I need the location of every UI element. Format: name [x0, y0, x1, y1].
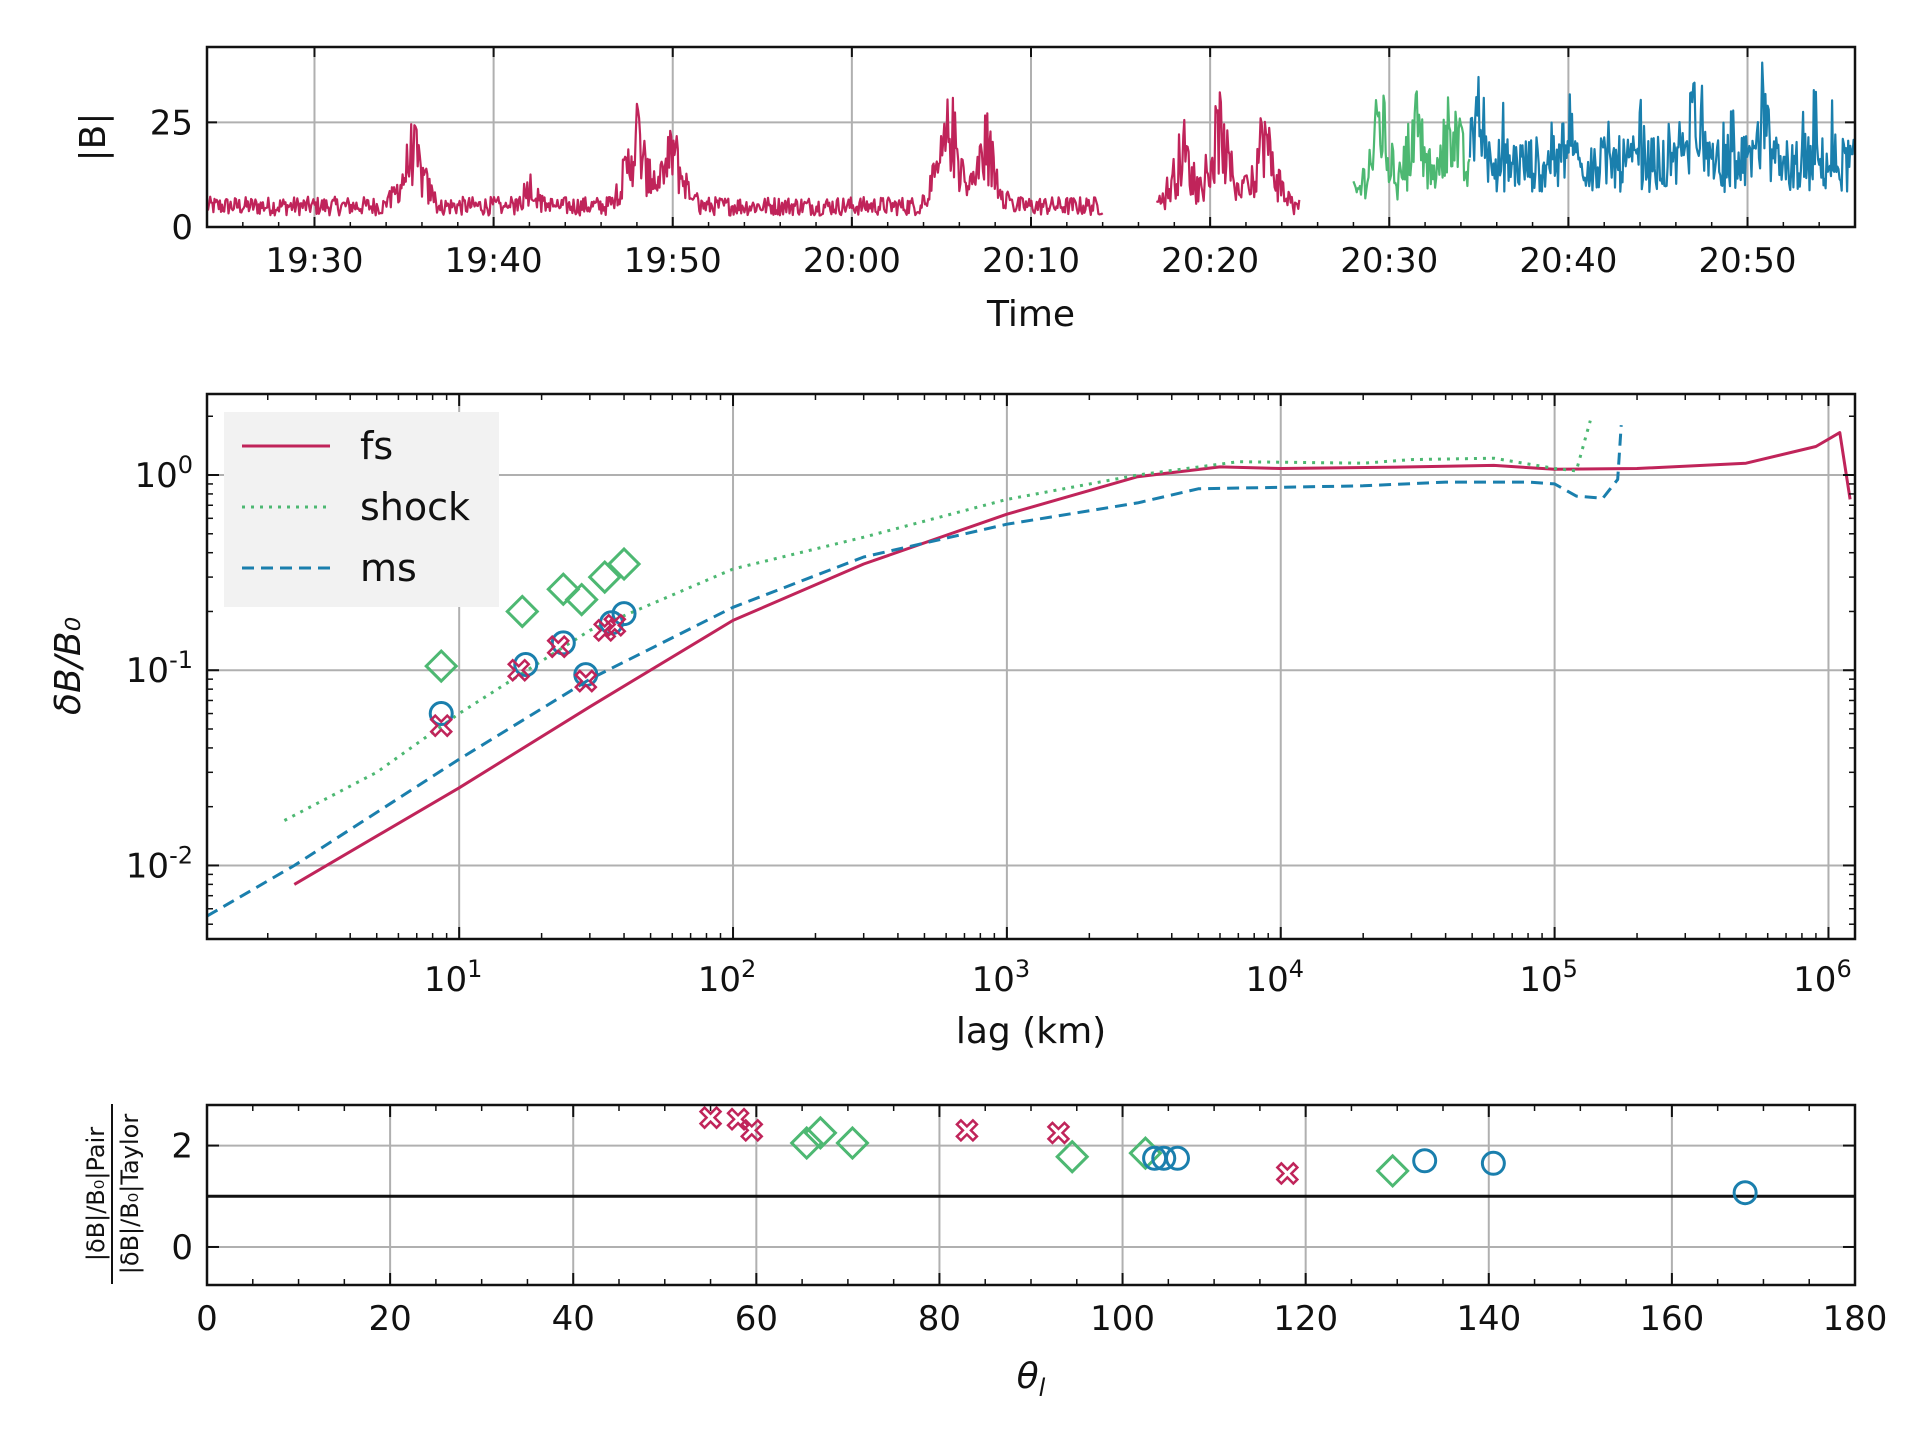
- shock-marker: [505, 594, 540, 629]
- mid-xtick-label: 105: [1519, 955, 1578, 1000]
- legend: fs shock ms: [224, 412, 499, 607]
- structure-function-panel: 101 102 103 104 105 106 10-2 10-1 100 fs shock m…: [48, 392, 1857, 1052]
- bot-xtick-label: 80: [918, 1299, 961, 1339]
- shock-marker: [564, 582, 599, 617]
- bot-xlabel: θl: [1017, 1356, 1046, 1402]
- fs-marker: [603, 613, 627, 638]
- top-xtick-label: 19:30: [265, 241, 363, 281]
- bot-xlabel-sub: l: [1039, 1374, 1046, 1402]
- top-xtick-label: 19:50: [624, 241, 722, 281]
- mid-ticks: 101 102 103 104 105 106 10-2 10-1 100: [126, 394, 1855, 1000]
- top-xtick-label: 20:40: [1519, 241, 1617, 281]
- bot-xlabel-main: θ: [1017, 1356, 1039, 1397]
- ms-marker: [611, 601, 637, 627]
- ratio-markers: [698, 1105, 1758, 1206]
- bot-ytick-label: 2: [171, 1127, 193, 1167]
- fs-ratio-marker: [739, 1118, 764, 1143]
- ms-ratio-marker: [1412, 1148, 1438, 1174]
- bot-xtick-label: 60: [735, 1299, 778, 1339]
- ms-ratio-marker: [1480, 1150, 1506, 1176]
- shock-ratio-marker: [789, 1125, 824, 1161]
- fs-marker: [429, 713, 454, 738]
- shock-ratio-marker: [835, 1125, 870, 1161]
- top-ytick-label: 25: [150, 103, 193, 143]
- structure-function-lines: [206, 420, 1852, 918]
- field-magnitude-trace: [205, 96, 1050, 217]
- field-magnitude-trace: [1352, 90, 1471, 201]
- shock-marker: [424, 648, 459, 684]
- fs-marker: [574, 669, 598, 693]
- top-xtick-label: 19:40: [445, 241, 543, 281]
- legend-ms-label: ms: [360, 546, 417, 590]
- ms-marker: [550, 630, 576, 656]
- bot-ylabel: |δB|/B₀|Pair |δB|/B₀|Taylor: [82, 1104, 144, 1284]
- bot-xtick-label: 140: [1456, 1299, 1521, 1339]
- top-xlabel: Time: [986, 294, 1075, 335]
- legend-fs-label: fs: [360, 424, 393, 468]
- mid-ytick-label: 100: [134, 451, 193, 496]
- fs-marker: [592, 618, 617, 643]
- ms-marker: [428, 701, 454, 727]
- mid-ylabel: δB/B₀: [48, 617, 89, 715]
- bot-xtick-label: 20: [368, 1299, 411, 1339]
- top-ticks: 19:30 19:40 19:50 20:00 20:10 20:20 20:30 20:40…: [150, 47, 1856, 281]
- bot-gridlines: [206, 1105, 1856, 1285]
- mid-plot-frame: [205, 392, 1857, 941]
- bot-ytick-label: 0: [171, 1228, 193, 1268]
- field-magnitude-trace: [1468, 61, 1856, 194]
- structure-function-markers: [424, 546, 642, 738]
- mid-ytick-label: 10-1: [126, 646, 193, 691]
- bot-xtick-label: 120: [1273, 1299, 1338, 1339]
- bot-ticks: 0 20 40 60 80 100 120 140 160 180 0 2: [171, 1105, 1887, 1339]
- bot-xtick-label: 180: [1823, 1299, 1888, 1339]
- bot-xtick-label: 100: [1090, 1299, 1155, 1339]
- shock-marker: [606, 546, 642, 582]
- shock-marker: [587, 559, 622, 595]
- field-magnitude-trace: [1155, 91, 1301, 216]
- top-ytick-label: 0: [171, 208, 193, 248]
- angle-ratio-panel: 0 20 40 60 80 100 120 140 160 180 0 2 θl |δB|/B₀|Pa…: [82, 1103, 1887, 1402]
- mid-xtick-label: 102: [698, 955, 757, 1000]
- top-xtick-label: 20:30: [1340, 241, 1438, 281]
- shock-ratio-marker: [803, 1115, 838, 1151]
- mid-xtick-label: 106: [1793, 955, 1852, 1000]
- top-xtick-label: 20:50: [1699, 241, 1797, 281]
- bot-xtick-label: 40: [552, 1299, 595, 1339]
- time-series-panel: 19:30 19:40 19:50 20:00 20:10 20:20 20:30 20:40…: [73, 45, 1857, 335]
- magnetic-field-series: [205, 61, 1856, 217]
- fs-ratio-marker: [698, 1105, 723, 1130]
- top-xtick-label: 20:00: [803, 241, 901, 281]
- shock-marker: [546, 572, 581, 607]
- field-magnitude-trace: [1047, 196, 1104, 216]
- fs-ratio-marker: [955, 1118, 979, 1143]
- fs-ratio-marker: [1275, 1161, 1300, 1186]
- bot-ylabel-numerator: |δB|/B₀|Pair: [82, 1127, 110, 1261]
- fs-ratio-marker: [726, 1107, 750, 1131]
- mid-xtick-label: 103: [972, 955, 1031, 1000]
- legend-shock-label: shock: [360, 485, 470, 529]
- top-xtick-label: 20:20: [1161, 241, 1259, 281]
- mid-gridlines: [207, 394, 1855, 939]
- shock-ratio-marker: [1375, 1153, 1410, 1189]
- fs-marker: [506, 658, 531, 682]
- bot-xtick-label: 0: [196, 1299, 218, 1339]
- mid-xtick-label: 101: [424, 955, 483, 1000]
- ms-ratio-marker: [1151, 1145, 1177, 1171]
- ms-marker: [513, 651, 539, 677]
- ms-ratio-marker: [1164, 1145, 1190, 1171]
- mid-ytick-label: 10-2: [126, 841, 193, 886]
- fs-ratio-marker: [1046, 1121, 1071, 1145]
- ms-ratio-marker: [1732, 1180, 1758, 1206]
- fs-line: [293, 431, 1852, 886]
- mid-xlabel: lag (km): [956, 1011, 1106, 1052]
- top-xtick-label: 20:10: [982, 241, 1080, 281]
- bot-ylabel-denominator: |δB|/B₀|Taylor: [116, 1114, 144, 1275]
- fs-marker: [546, 634, 571, 659]
- mid-xtick-label: 104: [1245, 955, 1304, 1000]
- bot-xtick-label: 160: [1639, 1299, 1704, 1339]
- ms-line: [206, 425, 1623, 918]
- shock-ratio-marker: [1055, 1139, 1090, 1174]
- top-ylabel: |B|: [73, 113, 114, 162]
